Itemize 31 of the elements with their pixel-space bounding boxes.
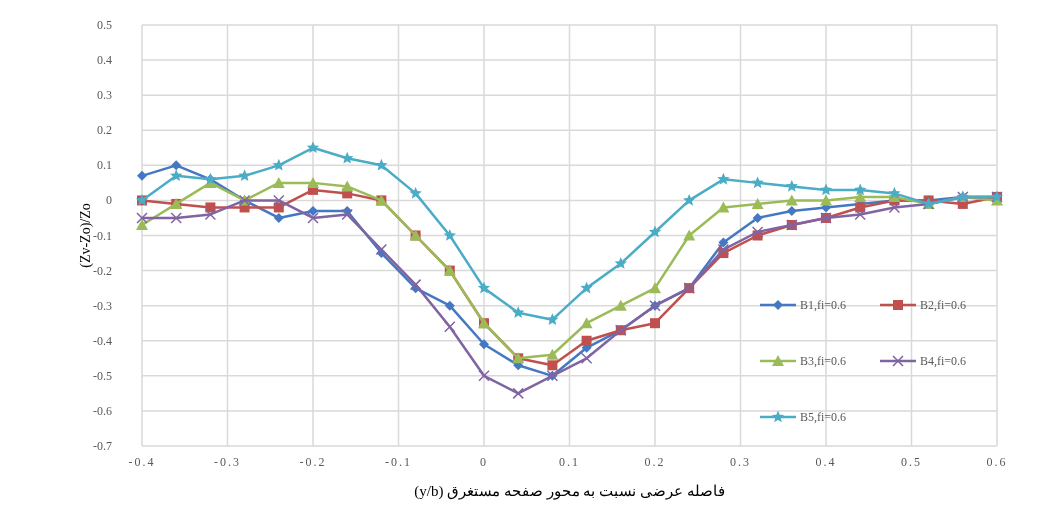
legend-label: B3,fi=0.6 <box>800 354 847 368</box>
x-axis-title: فاصله عرضی نسبت به محور صفحه مستغرق (y/b) <box>414 483 725 500</box>
x-tick-label: 0.4 <box>815 455 837 469</box>
y-tick-label: -0.5 <box>93 368 112 383</box>
legend-label: B2,fi=0.6 <box>920 298 967 312</box>
x-tick-label: 0.6 <box>986 455 1008 469</box>
y-tick-label: 0.5 <box>97 18 112 32</box>
x-tick-label: 0.2 <box>644 455 666 469</box>
y-axis-title: (Zv-Zo)/Zo <box>78 203 94 268</box>
x-tick-label: 0.1 <box>559 455 580 469</box>
y-tick-label: -0.4 <box>93 333 112 348</box>
y-tick-label: -0.3 <box>93 298 112 313</box>
y-tick-label: 0.2 <box>97 123 112 138</box>
legend-label: B4,fi=0.6 <box>920 354 967 368</box>
y-tick-label: 0.1 <box>97 158 112 173</box>
x-tick-label: 0.5 <box>901 455 922 469</box>
y-tick-label: -0.2 <box>93 263 112 278</box>
y-tick-label: 0 <box>106 193 112 208</box>
legend-label: B5,fi=0.6 <box>800 410 847 424</box>
x-tick-label: -0.4 <box>128 455 156 469</box>
legend-label: B1,fi=0.6 <box>800 298 847 312</box>
y-tick-label: 0.3 <box>97 88 112 103</box>
x-tick-label: -0.3 <box>214 455 241 469</box>
y-tick-label: -0.6 <box>93 403 112 418</box>
y-tick-label: 0.4 <box>97 53 112 68</box>
x-tick-label: -0.2 <box>299 455 327 469</box>
x-tick-label: -0.1 <box>385 455 412 469</box>
y-tick-label: -0.1 <box>93 228 112 243</box>
x-tick-label: 0 <box>480 455 488 469</box>
y-tick-label: -0.7 <box>93 439 112 453</box>
x-tick-label: 0.3 <box>730 455 751 469</box>
